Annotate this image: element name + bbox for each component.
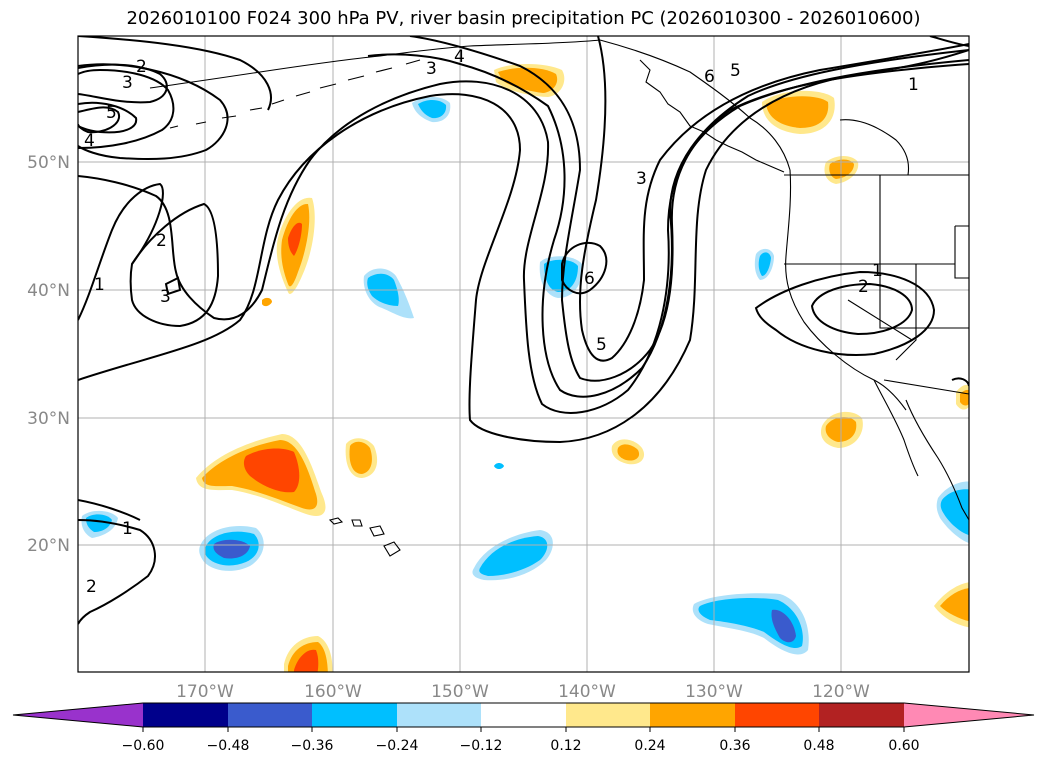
colorbar-tick-label: −0.24	[376, 738, 419, 754]
pv-contour	[78, 182, 164, 321]
colorbar-tick-label: −0.36	[291, 738, 334, 754]
precip-anomaly-positive	[262, 297, 272, 307]
pv-contour	[129, 202, 220, 328]
colorbar-bin	[735, 703, 819, 727]
precip-anomaly-negative	[494, 463, 504, 469]
pv-contour	[78, 68, 175, 149]
colorbar-bin	[819, 703, 904, 727]
precip-anomaly-positive	[288, 222, 302, 256]
pv-contour	[561, 241, 608, 295]
pv-contour	[810, 282, 914, 336]
contour-labels: 2 3 4 5 3 4 1 2 3 6 5 3 6 5 1 1 2 1 2	[84, 47, 919, 597]
contour-label: 3	[636, 169, 647, 189]
colorbar-tick-label: −0.12	[460, 738, 503, 754]
longitude-labels: 170°W 160°W 150°W 140°W 130°W 120°W	[176, 682, 870, 702]
lon-label: 120°W	[812, 682, 870, 702]
contour-label: 5	[106, 103, 117, 123]
colorbar-tick-label: 0.60	[888, 738, 919, 754]
pv-contour	[754, 270, 936, 356]
precip-anomaly-negative	[479, 536, 548, 576]
pv-contour	[78, 519, 156, 625]
coastlines	[149, 39, 969, 557]
precip-anomaly-positive	[498, 67, 558, 93]
colorbar-tick-label: 0.24	[634, 738, 665, 754]
contour-label: 3	[160, 287, 171, 307]
pv-contour	[78, 49, 969, 444]
pv-contour	[78, 499, 141, 521]
lat-label: 40°N	[27, 281, 70, 301]
precip-anomaly-negative	[758, 252, 771, 276]
map-frame	[77, 35, 970, 673]
precip-anomaly-positive	[829, 159, 854, 179]
colorbar-tick-label: −0.48	[207, 738, 250, 754]
lat-label: 20°N	[27, 536, 70, 556]
colorbar-bin	[143, 703, 228, 727]
lat-label: 50°N	[27, 153, 70, 173]
pv-contour	[929, 36, 969, 47]
precip-anomaly-fills	[81, 64, 969, 672]
precip-anomaly-negative	[213, 539, 250, 559]
colorbar-bin	[481, 703, 566, 727]
contour-label: 1	[908, 75, 919, 95]
precip-anomaly-negative	[771, 609, 796, 643]
contour-label: 3	[122, 73, 133, 93]
contour-label: 4	[84, 131, 95, 151]
precip-anomaly-negative	[940, 489, 969, 536]
precip-anomaly-positive	[294, 649, 319, 672]
pv-contour	[78, 106, 121, 134]
colorbar-tick-label: 0.36	[719, 738, 750, 754]
contour-label: 2	[86, 577, 97, 597]
precip-anomaly-negative	[418, 99, 447, 119]
lon-label: 160°W	[304, 682, 362, 702]
contour-label: 3	[426, 59, 437, 79]
pv-contour	[164, 276, 182, 296]
contour-label: 2	[858, 277, 869, 297]
colorbar-tick-label: −0.60	[122, 738, 165, 754]
contour-label: 5	[596, 335, 607, 355]
lon-label: 130°W	[685, 682, 743, 702]
colorbar: −0.60 −0.48 −0.36 −0.24 −0.12 0.12 0.24 …	[12, 702, 1035, 754]
precip-anomaly-negative	[86, 514, 112, 532]
pv-contour	[578, 36, 969, 362]
pv-contour	[78, 101, 138, 134]
contour-label: 2	[156, 231, 167, 251]
contour-label: 6	[584, 269, 595, 289]
lat-label: 30°N	[27, 409, 70, 429]
contour-label: 6	[704, 67, 715, 87]
contour-label: 4	[454, 47, 465, 67]
contour-label: 1	[872, 261, 883, 281]
precip-anomaly-positive	[243, 448, 300, 493]
pv-contour	[78, 49, 969, 398]
contour-label: 2	[136, 57, 147, 77]
lon-label: 140°W	[558, 682, 616, 702]
contour-label: 1	[122, 519, 133, 539]
latitude-labels: 50°N 40°N 30°N 20°N	[27, 153, 70, 556]
precip-anomaly-positive	[617, 444, 640, 461]
contour-label: 5	[730, 61, 741, 81]
colorbar-tick-label: 0.48	[803, 738, 834, 754]
contour-label: 1	[94, 275, 105, 295]
colorbar-extend-high	[904, 703, 1034, 727]
colorbar-bin	[228, 703, 312, 727]
colorbar-bin	[566, 703, 650, 727]
precip-anomaly-positive	[940, 588, 969, 622]
colorbar-bin	[650, 703, 735, 727]
chart-title: 2026010100 F024 300 hPa PV, river basin …	[126, 8, 921, 29]
colorbar-bin	[312, 703, 397, 727]
colorbar-extend-low	[13, 703, 143, 727]
colorbar-bin	[397, 703, 481, 727]
lon-label: 150°W	[431, 682, 489, 702]
pv-contour	[78, 36, 969, 382]
pv-contours	[78, 36, 969, 625]
precip-anomaly-positive	[766, 96, 829, 128]
precip-anomaly-positive	[349, 441, 372, 474]
lon-label: 170°W	[176, 682, 234, 702]
colorbar-tick-label: 0.12	[550, 738, 581, 754]
